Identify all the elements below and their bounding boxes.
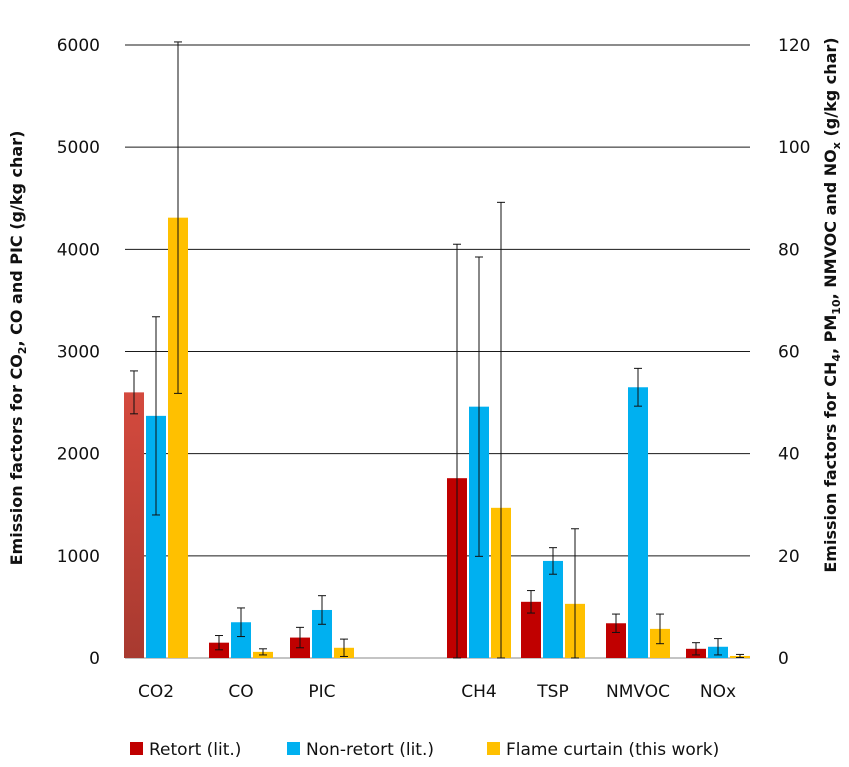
bar-co2-non-retort-lit xyxy=(146,415,166,658)
category-label-tsp: TSP xyxy=(536,682,568,702)
legend-swatch-retort-lit xyxy=(130,742,143,755)
category-label-pic: PIC xyxy=(308,682,335,702)
bar-co-non-retort-lit xyxy=(231,622,251,658)
axis-title-part: , NMVOC and NO xyxy=(821,149,840,299)
legend-label-non-retort-lit: Non-retort (lit.) xyxy=(306,740,434,760)
axis-title-part: Emission factors for CH xyxy=(821,362,840,573)
axis-title-part: , PM xyxy=(821,315,840,354)
category-label-nmvoc: NMVOC xyxy=(606,682,670,702)
tick-labels: 0 1000 2000 3000 4000 5000 6000 0 20 40 60 80 100 120 xyxy=(57,36,811,669)
left-tick-label: 5000 xyxy=(57,138,100,158)
left-tick-label: 3000 xyxy=(57,343,100,363)
gridlines xyxy=(125,44,750,659)
right-tick-label: 120 xyxy=(778,36,810,56)
category-label-nox: NOx xyxy=(700,682,736,702)
bar-co2-flame-curtain-this-work xyxy=(168,217,188,658)
right-axis-title: Emission factors for CH4, PM10, NMVOC an… xyxy=(821,37,843,572)
left-tick-label: 0 xyxy=(89,649,100,669)
left-axis-title: Emission factors for CO2, CO and PIC (g/… xyxy=(7,131,29,566)
axis-title-part: 10 xyxy=(830,299,843,315)
axis-title-part: Emission factors for CO xyxy=(7,354,26,565)
right-tick-label: 40 xyxy=(778,445,800,465)
axis-title-part: , CO and PIC (g/kg char) xyxy=(7,131,26,347)
right-tick-label: 80 xyxy=(778,240,800,260)
legend-swatch-flame-curtain-this-work xyxy=(487,742,500,755)
category-labels: CO2 CO PIC CH4 TSP NMVOC NOx xyxy=(138,682,736,702)
left-tick-label: 6000 xyxy=(57,36,100,56)
legend-label-retort-lit: Retort (lit.) xyxy=(149,740,241,760)
axis-title-part: 2 xyxy=(16,347,29,355)
axis-title-part: (g/kg char) xyxy=(821,37,840,142)
axis-titles: Emission factors for CO2, CO and PIC (g/… xyxy=(7,37,843,572)
axis-title-part: 4 xyxy=(830,354,843,362)
right-tick-label: 100 xyxy=(778,138,810,158)
bars xyxy=(124,217,750,658)
bar-co2-retort-lit xyxy=(124,392,144,658)
bar-nmvoc-retort-lit xyxy=(606,623,626,658)
left-tick-label: 1000 xyxy=(57,547,100,567)
legend: Retort (lit.) Non-retort (lit.) Flame curt… xyxy=(130,740,719,760)
legend-label-flame-curtain-this-work: Flame curtain (this work) xyxy=(506,740,719,760)
category-label-co2: CO2 xyxy=(138,682,174,702)
bar-tsp-non-retort-lit xyxy=(543,560,563,658)
category-label-ch4: CH4 xyxy=(461,682,496,702)
bar-co-retort-lit xyxy=(209,642,229,658)
bar-pic-non-retort-lit xyxy=(312,609,332,658)
right-tick-label: 20 xyxy=(778,547,800,567)
bar-tsp-retort-lit xyxy=(521,601,541,658)
axis-title-part: x xyxy=(830,142,843,149)
legend-swatch-non-retort-lit xyxy=(287,742,300,755)
left-tick-label: 4000 xyxy=(57,240,100,260)
right-tick-label: 60 xyxy=(778,343,800,363)
category-label-co: CO xyxy=(228,682,253,702)
right-tick-label: 0 xyxy=(778,649,789,669)
error-bars xyxy=(130,41,744,659)
left-tick-label: 2000 xyxy=(57,445,100,465)
bar-nmvoc-non-retort-lit xyxy=(628,387,648,658)
